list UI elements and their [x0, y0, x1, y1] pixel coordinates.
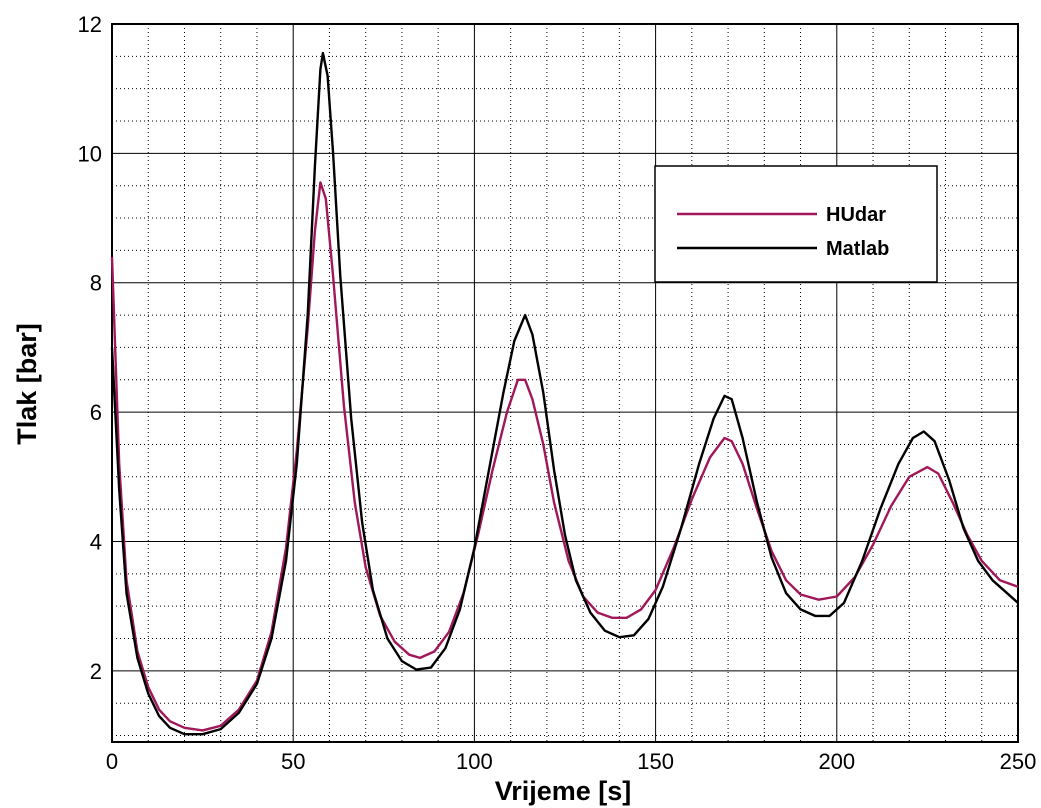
x-tick-label: 100	[456, 749, 493, 774]
series-layer	[110, 51, 1019, 736]
plot-frame	[111, 23, 1019, 743]
x-axis-title: Vrijeme [s]	[495, 776, 632, 806]
major-grid	[112, 24, 1018, 742]
y-tick-label: 8	[90, 271, 102, 296]
legend-label-hudar: HUdar	[826, 204, 886, 226]
x-tick-label: 0	[106, 749, 118, 774]
legend: HUdar Matlab	[654, 165, 938, 283]
y-tick-label: 10	[78, 141, 102, 166]
y-tick-label: 2	[90, 659, 102, 684]
legend-box	[654, 165, 938, 283]
y-axis-ticks: 2 4 6 8 10 12	[78, 12, 102, 684]
x-axis-ticks: 0 50 100 150 200 250	[106, 749, 1036, 774]
x-tick-label: 200	[818, 749, 855, 774]
series-line-matlab	[110, 51, 1019, 736]
x-tick-label: 150	[637, 749, 674, 774]
y-tick-label: 6	[90, 400, 102, 425]
x-tick-label: 250	[1000, 749, 1037, 774]
y-tick-label: 4	[90, 529, 102, 554]
y-axis-title: Tlak [bar]	[12, 323, 42, 445]
x-tick-label: 50	[281, 749, 305, 774]
legend-label-matlab: Matlab	[826, 238, 889, 260]
y-tick-label: 12	[78, 12, 102, 37]
minor-grid	[112, 24, 1018, 742]
